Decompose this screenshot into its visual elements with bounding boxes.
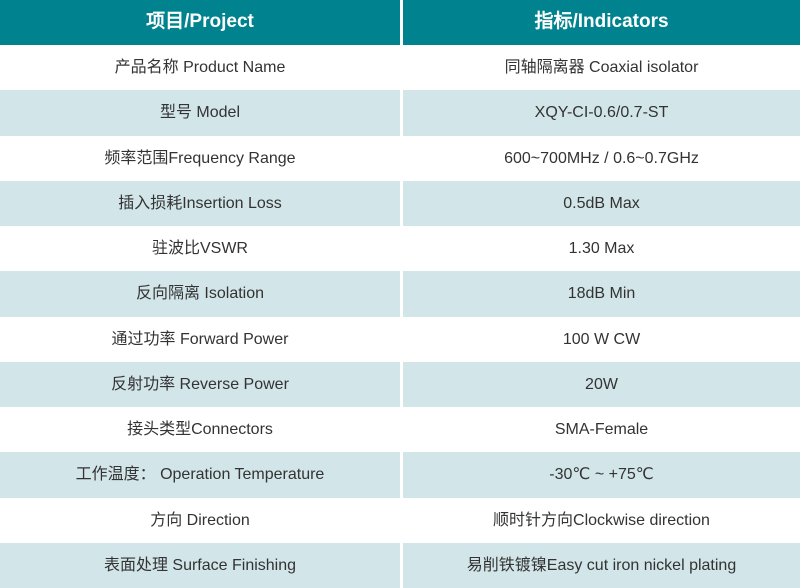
table-row: 接头类型Connectors SMA-Female bbox=[0, 407, 800, 453]
header-project-cell: 项目/Project bbox=[146, 11, 254, 33]
table-row: 反向隔离 Isolation 18dB Min bbox=[0, 271, 800, 317]
project-cell: 插入损耗Insertion Loss bbox=[118, 194, 282, 212]
indicator-cell: 同轴隔离器 Coaxial isolator bbox=[400, 45, 800, 91]
project-cell: 驻波比VSWR bbox=[151, 240, 248, 258]
indicator-cell: -30℃ ~ +75℃ bbox=[400, 452, 800, 498]
indicator-cell: SMA-Female bbox=[400, 407, 800, 453]
indicator-cell: 易削铁镀镍Easy cut iron nickel plating bbox=[400, 542, 800, 588]
table-row: 型号 Model XQY-CI-0.6/0.7-ST bbox=[0, 90, 800, 136]
indicator-cell: 18dB Min bbox=[400, 271, 800, 317]
project-cell: 通过功率 Forward Power bbox=[111, 330, 289, 348]
table-row: 驻波比VSWR 1.30 Max bbox=[0, 226, 800, 272]
header-indicators-cell: 指标/Indicators bbox=[400, 0, 800, 46]
indicator-cell: 0.5dB Max bbox=[400, 180, 800, 227]
project-cell: 型号 Model bbox=[159, 104, 241, 122]
table-row: 产品名称 Product Name 同轴隔离器 Coaxial isolator bbox=[0, 45, 800, 91]
table-row: 方向 Direction 顺时针方向Clockwise direction bbox=[0, 497, 800, 543]
project-cell: 反射功率 Reverse Power bbox=[111, 375, 289, 393]
project-cell: 工作温度： Operation Temperature bbox=[75, 466, 325, 484]
project-cell: 方向 Direction bbox=[150, 511, 250, 529]
project-cell: 接头类型Connectors bbox=[127, 421, 273, 439]
table-row: 通过功率 Forward Power 100 W CW bbox=[0, 316, 800, 362]
project-cell: 频率范围Frequency Range bbox=[104, 149, 296, 167]
indicator-cell: 100 W CW bbox=[400, 316, 800, 362]
indicator-cell: 顺时针方向Clockwise direction bbox=[400, 497, 800, 543]
indicator-cell: XQY-CI-0.6/0.7-ST bbox=[400, 90, 800, 136]
table-header-row: 项目/Project 指标/Indicators bbox=[0, 0, 800, 46]
project-cell: 反向隔离 Isolation bbox=[135, 285, 265, 303]
project-cell: 产品名称 Product Name bbox=[114, 59, 286, 77]
table-row: 插入损耗Insertion Loss 0.5dB Max bbox=[0, 180, 800, 227]
table-row: 表面处理 Surface Finishing 易削铁镀镍Easy cut iro… bbox=[0, 542, 800, 588]
table-row: 频率范围Frequency Range 600~700MHz / 0.6~0.7… bbox=[0, 135, 800, 181]
indicator-cell: 20W bbox=[400, 361, 800, 408]
table-row: 工作温度： Operation Temperature -30℃ ~ +75℃ bbox=[0, 452, 800, 498]
project-cell: 表面处理 Surface Finishing bbox=[103, 556, 297, 574]
indicator-cell: 600~700MHz / 0.6~0.7GHz bbox=[400, 135, 800, 181]
indicator-cell: 1.30 Max bbox=[400, 226, 800, 272]
table-row: 反射功率 Reverse Power 20W bbox=[0, 361, 800, 408]
